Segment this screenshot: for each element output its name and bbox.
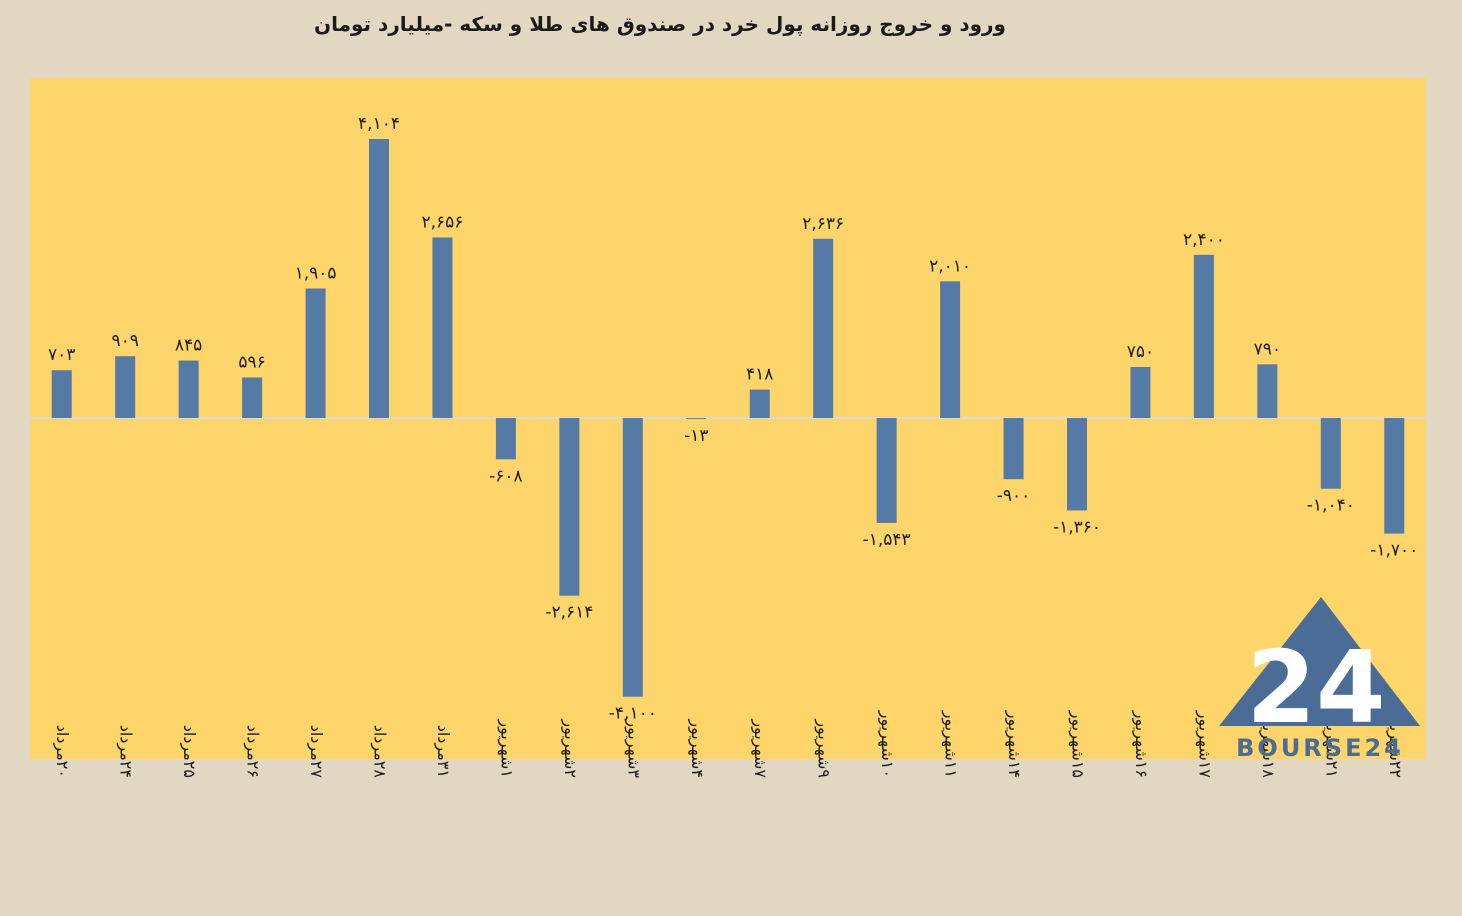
x-tick-label: ۲۴مرداد — [116, 725, 136, 778]
bar — [559, 418, 580, 596]
bar — [1384, 418, 1405, 534]
data-label: ۴,۱۰۴ — [358, 114, 400, 134]
data-label: ۹۰۹ — [111, 331, 138, 351]
x-tick-label: ۳شهریور — [623, 718, 643, 778]
bar — [369, 139, 389, 418]
data-label: ۵۹۶ — [238, 352, 265, 372]
bourse24-logo: 24 BOURSE24 — [1219, 597, 1420, 762]
x-tick-label: ۲۰مرداد — [52, 725, 72, 778]
x-tick-label: ۱۵شهریور — [1068, 710, 1088, 778]
data-label: -۶۰۸ — [489, 466, 523, 486]
bar — [1067, 418, 1087, 511]
data-label: -۱,۷۰۰ — [1370, 541, 1418, 561]
x-tick-label: ۱۱شهریور — [941, 710, 961, 778]
data-label: -۱۳ — [684, 426, 708, 446]
data-label: ۱,۹۰۵ — [295, 263, 337, 283]
bar — [1257, 364, 1278, 418]
data-label: ۲,۴۰۰ — [1183, 230, 1225, 250]
bar — [813, 238, 834, 418]
data-label: -۱,۳۶۰ — [1053, 517, 1101, 537]
x-tick-label: ۱۷شهریور — [1194, 710, 1214, 779]
x-tick-label: ۹شهریور — [814, 718, 834, 778]
x-tick-label: ۲۷مرداد — [306, 725, 326, 779]
x-tick-label: ۲شهریور — [560, 718, 580, 778]
bar — [1193, 254, 1214, 418]
bar — [940, 281, 961, 418]
x-tick-label: ۲۱شهریور — [1321, 710, 1341, 778]
bar — [432, 237, 453, 418]
bar — [178, 360, 199, 418]
data-label: ۲,۰۱۰ — [929, 256, 971, 276]
x-tick-label: ۲۲شهریور — [1385, 710, 1405, 778]
x-tick-label: ۲۵مرداد — [179, 725, 199, 778]
chart-title: ورود و خروج روزانه پول خرد در صندوق های … — [314, 12, 1006, 36]
x-tick-label: ۲۶مرداد — [243, 725, 263, 778]
bar — [1003, 418, 1024, 480]
x-tick-label: ۲۸مرداد — [370, 725, 390, 779]
bar — [876, 418, 897, 523]
bar — [686, 418, 707, 419]
logo-text: BOURSE24 — [1236, 734, 1404, 762]
bar — [115, 356, 136, 418]
bar — [242, 377, 263, 418]
bar — [51, 370, 72, 418]
data-label: -۴,۱۰۰ — [609, 704, 657, 724]
data-label: ۷۰۳ — [48, 345, 75, 365]
logo-triangle — [1219, 597, 1420, 726]
logo-mark: 24 — [1246, 629, 1385, 746]
data-label: ۷۵۰ — [1127, 342, 1154, 362]
x-tick-label: ۷شهریور — [750, 718, 770, 778]
data-label: -۱,۰۴۰ — [1307, 496, 1355, 516]
bar — [305, 288, 326, 418]
x-tick-label: ۱شهریور — [496, 718, 516, 778]
data-label: -۱,۵۴۳ — [863, 530, 911, 550]
bar — [1130, 367, 1151, 418]
x-tick-label: ۱۴شهریور — [1004, 710, 1024, 778]
bar — [622, 418, 643, 697]
data-label: ۲,۶۳۶ — [802, 214, 844, 234]
x-tick-label: ۱۸شهریور — [1258, 710, 1278, 779]
x-tick-label: ۴شهریور — [687, 718, 707, 778]
data-label: ۸۴۵ — [175, 336, 202, 356]
bar — [495, 418, 516, 460]
data-label: ۷۹۰ — [1254, 339, 1281, 359]
data-label: -۲,۶۱۴ — [545, 603, 593, 623]
data-label: ۲,۶۵۶ — [421, 212, 463, 232]
x-tick-label: ۱۶شهریور — [1131, 710, 1151, 778]
x-tick-label: ۳۱مرداد — [433, 725, 453, 778]
data-label: -۹۰۰ — [997, 486, 1031, 506]
data-label: ۴۱۸ — [746, 365, 773, 385]
x-tick-label: ۱۰شهریور — [877, 710, 897, 778]
bar — [749, 389, 770, 418]
bar — [1320, 418, 1341, 489]
